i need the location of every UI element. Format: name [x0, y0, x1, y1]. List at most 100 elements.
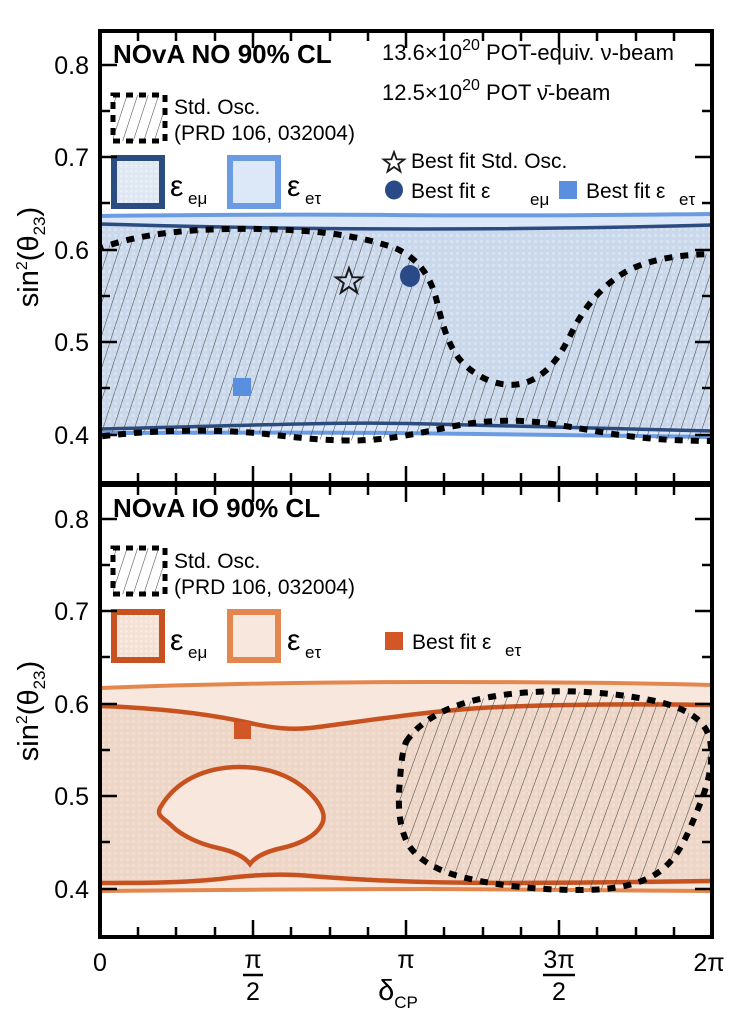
panel-top-y-ticklabels: 0.8 0.7 0.6 0.5 0.4 — [54, 52, 89, 450]
region-std-osc-NO — [100, 225, 712, 444]
legend-bottom-eps: ε eμ ε eτ — [111, 609, 321, 663]
legend-bestfit-stdosc-label-NO: Best fit Std. Osc. — [411, 150, 567, 173]
y-ticklabel-bottom-0.6: 0.6 — [54, 691, 89, 719]
legend-bottom-std-osc: Std. Osc. (PRD 106, 032004) — [110, 545, 355, 599]
legend-square-icon-IO — [385, 632, 403, 650]
x-ticklabel-3pi-over-2-denominator: 2 — [552, 978, 566, 1006]
y-ticklabel-bottom-0.7: 0.7 — [54, 598, 89, 626]
best-fit-eps-etau-square-marker-IO — [234, 722, 251, 739]
region-eps-etau-NO-upper-edge — [100, 212, 712, 218]
y-ticklabel-top-0.7: 0.7 — [54, 144, 89, 172]
legend-eps-etau-symbol-NO: ε — [287, 170, 300, 203]
y-axis-title-bottom-sup: 2 — [14, 715, 31, 724]
pot-annotation-NO: 13.6×1020 POT-equiv. ν-beam 12.5×1020 PO… — [382, 37, 674, 105]
x-ticklabel-0: 0 — [93, 949, 107, 977]
legend-square-icon-NO — [559, 181, 577, 199]
panel-bottom: Std. Osc. (PRD 106, 032004) ε eμ ε eτ Be… — [13, 483, 714, 939]
pot-line2-NO: 12.5×1020 POT ν̄-beam — [382, 77, 610, 105]
y-axis-title-bottom-paren2: ) — [13, 661, 45, 671]
y-axis-title-top-paren2: ) — [13, 207, 45, 217]
panel-top-y-ticks — [100, 63, 712, 437]
legend-eps-etau-subscript-IO: eτ — [305, 643, 321, 662]
legend-eps-etau-swatch-IO — [227, 609, 281, 663]
y-axis-title-bottom-paren1: ( — [13, 705, 45, 715]
legend-bestfit-epsetau-label-IO: Best fit ε — [412, 631, 491, 654]
legend-bestfit-epsemu-sub-NO: eμ — [530, 190, 549, 209]
legend-eps-emu-symbol-NO: ε — [170, 170, 183, 203]
legend-std-osc-swatch-IO — [110, 545, 168, 597]
panel-top: Std. Osc. (PRD 106, 032004) ε eμ ε eτ 13… — [13, 29, 714, 485]
legend-eps-emu-symbol-IO: ε — [170, 624, 183, 657]
panel-bottom-y-ticklabels: 0.8 0.7 0.6 0.5 0.4 — [54, 506, 89, 904]
legend-eps-etau-subscript-NO: eτ — [305, 189, 321, 208]
best-fit-markers-NO — [233, 265, 420, 396]
x-axis-title: δCP — [378, 975, 418, 1012]
legend-std-osc-swatch-NO — [110, 92, 168, 144]
y-ticklabel-top-0.4: 0.4 — [54, 422, 89, 450]
legend-std-osc-label-line2-NO: (PRD 106, 032004) — [174, 122, 355, 145]
legend-bestfit-epsetau-sub-NO: eτ — [679, 190, 695, 209]
y-axis-title-top-sup: 2 — [14, 261, 31, 270]
legend-std-osc-label-line1-NO: Std. Osc. — [174, 96, 260, 119]
legend-top-std-osc: Std. Osc. (PRD 106, 032004) — [110, 92, 355, 145]
y-axis-title-bottom-theta: θ — [13, 689, 45, 705]
legend-eps-emu-swatch-NO — [111, 155, 165, 209]
panel-title-NO: NOvA NO 90% CL — [113, 39, 332, 69]
legend-std-osc-label-line2-IO: (PRD 106, 032004) — [174, 576, 355, 599]
region-eps-etau-IO-lower-edge — [100, 886, 712, 893]
panel-bottom-data — [100, 679, 712, 894]
legend-bestfit-epsetau-sub-IO: eτ — [505, 641, 521, 660]
legend-circle-icon-NO — [385, 180, 403, 200]
legend-bestfit-epsetau-label-NO: Best fit ε — [586, 180, 665, 203]
panel-bottom-y-ticks — [100, 517, 712, 891]
pot-line2-pre-NO: 12.5×10 — [382, 80, 462, 105]
pot-line1-sup-NO: 20 — [462, 37, 480, 54]
x-ticklabel-3pi-over-2: 3π 2 — [543, 946, 575, 1006]
legend-star-icon-NO — [381, 149, 407, 174]
y-ticklabel-bottom-0.4: 0.4 — [54, 876, 89, 904]
y-axis-title-bottom: sin2(θ23) — [13, 661, 49, 761]
y-axis-title-top-sub: 23 — [30, 216, 49, 235]
pot-line2-post-NO: POT ν̄-beam — [480, 80, 610, 105]
region-eps-emu-NO-upper-edge — [100, 222, 712, 231]
svg-text:sin2(θ23): sin2(θ23) — [13, 661, 49, 761]
y-ticklabel-top-0.5: 0.5 — [54, 329, 89, 357]
x-axis-ticklabels: 0 π 2 π 3π 2 2π — [93, 946, 725, 1006]
legend-bottom-bestfit: Best fit ε eτ — [385, 631, 521, 660]
y-axis-title-bottom-base: sin — [13, 724, 45, 761]
x-ticklabel-pi-over-2: π 2 — [243, 946, 263, 1006]
panel-title-IO: NOvA IO 90% CL — [113, 493, 320, 523]
y-axis-title-top-theta: θ — [13, 235, 45, 251]
legend-top-eps: ε eμ ε eτ — [111, 155, 321, 209]
pot-line1-NO: 13.6×1020 POT-equiv. ν-beam — [382, 37, 674, 65]
legend-std-osc-label-line1-IO: Std. Osc. — [174, 550, 260, 573]
panel-bottom-x-ticks — [136, 485, 676, 937]
x-ticklabel-2pi: 2π — [693, 949, 724, 977]
y-axis-title-top-base: sin — [13, 270, 45, 307]
y-axis-title-top: sin2(θ23) — [13, 207, 49, 307]
region-std-osc-IO — [395, 688, 712, 894]
y-ticklabel-top-0.8: 0.8 — [54, 52, 89, 80]
best-fit-eps-etau-square-marker — [233, 378, 251, 396]
y-ticklabel-bottom-0.5: 0.5 — [54, 783, 89, 811]
x-axis-title-delta: δ — [378, 975, 394, 1007]
y-ticklabel-top-0.6: 0.6 — [54, 237, 89, 265]
y-axis-title-bottom-sub: 23 — [30, 670, 49, 689]
legend-eps-emu-swatch-IO — [111, 609, 165, 663]
best-fit-eps-emu-circle-marker — [400, 265, 420, 287]
legend-eps-emu-subscript-NO: eμ — [188, 189, 207, 208]
legend-top-bestfit: Best fit Std. Osc. Best fit ε eμ Best fi… — [381, 149, 695, 209]
panel-top-x-ticks — [98, 31, 714, 483]
pot-line1-pre-NO: 13.6×10 — [382, 40, 462, 65]
region-eps-emu-IO-hole-edge — [156, 764, 326, 868]
x-axis-title-sub: CP — [394, 993, 418, 1012]
legend-bestfit-epsemu-label-NO: Best fit ε — [411, 180, 490, 203]
y-ticklabel-bottom-0.8: 0.8 — [54, 506, 89, 534]
legend-eps-emu-subscript-IO: eμ — [188, 643, 207, 662]
y-axis-title-top-paren1: ( — [13, 251, 45, 261]
x-ticklabel-pi-over-2-numerator: π — [244, 946, 261, 974]
panel-top-data — [100, 212, 712, 444]
pot-line1-post-NO: POT-equiv. ν-beam — [480, 40, 674, 65]
